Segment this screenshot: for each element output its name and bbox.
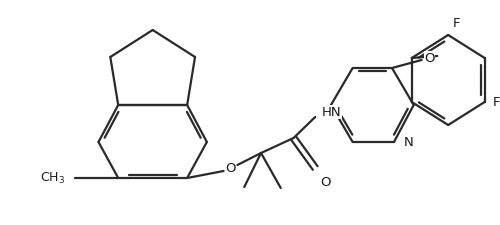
Text: O: O	[225, 162, 235, 175]
Text: CH$_3$: CH$_3$	[40, 171, 65, 186]
Text: O: O	[424, 52, 434, 65]
Text: F: F	[453, 17, 460, 30]
Text: F: F	[492, 95, 500, 108]
Text: O: O	[320, 176, 330, 189]
Text: N: N	[404, 135, 413, 148]
Text: HN: HN	[322, 106, 342, 119]
